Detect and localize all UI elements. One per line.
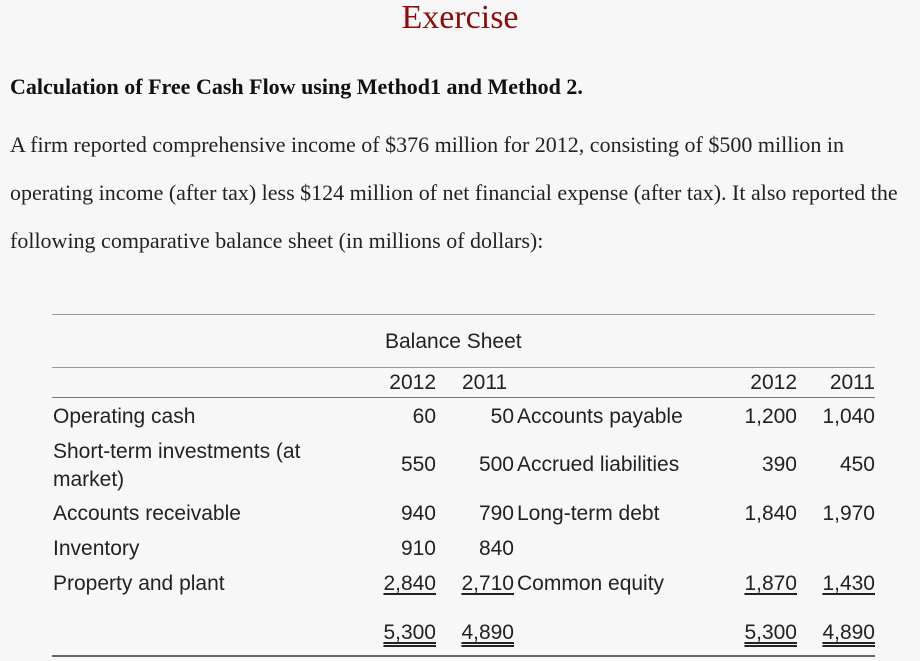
total-assets-2011: 4,890: [461, 621, 514, 644]
header-year-2011-right: 2011: [829, 371, 875, 394]
row-value-2011: 50: [490, 405, 514, 428]
header-year-2011-left: 2011: [462, 371, 508, 394]
row-label-common-equity: Common equity: [517, 572, 665, 595]
row-label-property-and-plant: Property and plant: [53, 572, 225, 595]
total-liabilities-equity-2011: 4,890: [822, 621, 875, 644]
row-label-accounts-payable: Accounts payable: [517, 405, 683, 428]
table-top-rule: [52, 314, 875, 315]
row-label-short-term-investments: Short-term investments (at market): [53, 440, 301, 491]
header-rule: [52, 367, 875, 368]
row-value-2012: 60: [412, 405, 436, 428]
header-year-2012-left: 2012: [389, 371, 436, 394]
header-underline: [52, 397, 875, 398]
row-label-inventory: Inventory: [53, 537, 140, 560]
row-label-accrued-liabilities: Accrued liabilities: [517, 453, 680, 476]
row-label-accounts-receivable: Accounts receivable: [53, 502, 241, 525]
table-caption: Balance Sheet: [385, 330, 522, 353]
row-value-2011: 2,710: [461, 572, 514, 595]
row-value-2011-right: 1,040: [822, 405, 875, 428]
row-value-2012: 2,840: [383, 572, 436, 595]
table-bottom-rule: [52, 655, 875, 657]
page-title: Exercise: [401, 0, 519, 36]
exercise-heading: Calculation of Free Cash Flow using Meth…: [10, 74, 583, 99]
header-year-2012-right: 2012: [750, 371, 797, 394]
row-label-long-term-debt: Long-term debt: [517, 502, 660, 525]
row-value-2012: 940: [400, 502, 436, 525]
row-value-2012-right: 1,870: [744, 572, 797, 595]
row-value-2012-right: 390: [761, 453, 797, 476]
row-value-2011-right: 1,430: [822, 572, 875, 595]
row-value-2011-right: 450: [839, 453, 875, 476]
total-liabilities-equity-2012: 5,300: [744, 621, 797, 644]
row-label-operating-cash: Operating cash: [53, 405, 196, 428]
row-value-2011: 790: [478, 502, 514, 525]
row-value-2011: 840: [478, 537, 514, 560]
problem-statement: A firm reported comprehensive income of …: [10, 132, 898, 253]
row-value-2011-right: 1,970: [822, 502, 875, 525]
total-assets-2012: 5,300: [383, 621, 436, 644]
row-value-2012-right: 1,200: [744, 405, 797, 428]
row-value-2012-right: 1,840: [744, 502, 797, 525]
row-value-2012: 910: [400, 537, 436, 560]
row-value-2012: 550: [400, 453, 436, 476]
row-value-2011: 500: [478, 453, 514, 476]
